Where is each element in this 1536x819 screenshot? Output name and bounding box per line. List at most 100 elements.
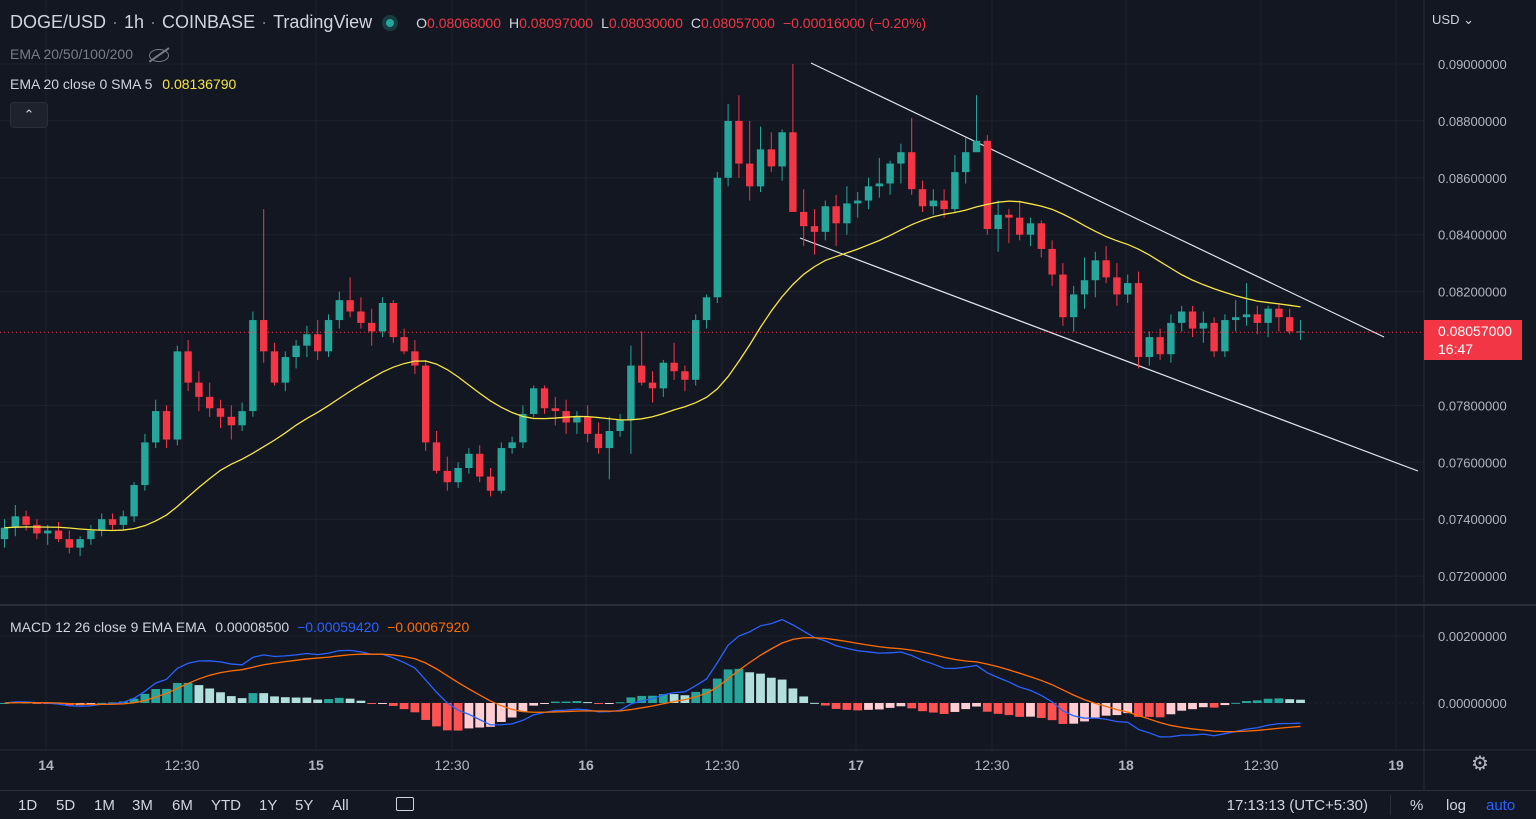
candle[interactable]: [216, 399, 225, 429]
macd-legend[interactable]: MACD 12 26 close 9 EMA EMA 0.00008500 −0…: [10, 619, 469, 635]
candle[interactable]: [530, 385, 538, 417]
range-all[interactable]: All: [332, 797, 349, 814]
chart-canvas[interactable]: 0.09000000 0.08800000 0.08600000 0.08400000…: [0, 0, 1536, 790]
range-1d[interactable]: 1D: [18, 797, 38, 814]
candle[interactable]: [875, 157, 883, 198]
candle[interactable]: [260, 209, 268, 363]
candle[interactable]: [33, 519, 41, 540]
candle[interactable]: [962, 137, 970, 184]
candle[interactable]: [843, 186, 851, 235]
candle[interactable]: [908, 118, 916, 195]
log-toggle[interactable]: log: [1446, 797, 1467, 814]
candle[interactable]: [173, 345, 181, 446]
candle[interactable]: [357, 297, 365, 329]
gear-icon[interactable]: ⚙: [1471, 753, 1489, 775]
clock-timezone[interactable]: 17:13:13 (UTC+5:30): [1226, 797, 1368, 814]
candle[interactable]: [422, 359, 430, 451]
candle[interactable]: [1178, 305, 1186, 332]
candle[interactable]: [486, 467, 495, 497]
candle[interactable]: [130, 482, 138, 523]
candle[interactable]: [476, 445, 484, 483]
candle[interactable]: [324, 314, 333, 358]
candle[interactable]: [821, 200, 829, 241]
candle[interactable]: [141, 433, 149, 491]
candle[interactable]: [972, 95, 981, 153]
range-ytd[interactable]: YTD: [211, 797, 241, 814]
candle[interactable]: [940, 189, 948, 218]
symbol-name[interactable]: DOGE/USD: [10, 12, 107, 32]
candle[interactable]: [1275, 302, 1283, 332]
candle[interactable]: [929, 189, 937, 215]
candle[interactable]: [1005, 209, 1013, 244]
candle[interactable]: [897, 143, 905, 184]
candle[interactable]: [1080, 257, 1089, 309]
candle[interactable]: [1134, 271, 1143, 369]
ema-group-legend[interactable]: EMA 20/50/100/200: [10, 46, 169, 62]
candle[interactable]: [713, 172, 721, 303]
candle[interactable]: [98, 513, 106, 537]
currency-selector[interactable]: USD ⌄: [1432, 12, 1474, 28]
collapse-legend-button[interactable]: ⌃: [10, 102, 48, 128]
candle[interactable]: [789, 64, 797, 212]
candle[interactable]: [724, 103, 732, 187]
candle[interactable]: [540, 385, 549, 414]
range-6m[interactable]: 6M: [172, 797, 193, 814]
candle[interactable]: [314, 320, 322, 360]
candle[interactable]: [1048, 240, 1056, 286]
candle[interactable]: [368, 308, 376, 346]
candle[interactable]: [443, 456, 451, 491]
range-3m[interactable]: 3M: [132, 797, 153, 814]
candle[interactable]: [119, 510, 127, 531]
candle[interactable]: [303, 325, 311, 358]
candle[interactable]: [432, 431, 441, 474]
candle[interactable]: [1253, 305, 1261, 335]
candle[interactable]: [378, 297, 387, 338]
auto-toggle[interactable]: auto: [1486, 797, 1516, 814]
candle[interactable]: [508, 436, 516, 454]
candle[interactable]: [292, 339, 300, 369]
candle[interactable]: [454, 462, 462, 488]
candle[interactable]: [65, 530, 73, 554]
candle[interactable]: [108, 513, 117, 531]
candle[interactable]: [616, 413, 624, 437]
candle[interactable]: [281, 351, 289, 392]
candle[interactable]: [11, 504, 19, 537]
upper-trendline[interactable]: [810, 62, 1385, 338]
candle[interactable]: [594, 422, 603, 454]
candle[interactable]: [605, 416, 613, 480]
candle[interactable]: [1199, 311, 1207, 343]
candle[interactable]: [346, 277, 354, 318]
range-5y[interactable]: 5Y: [295, 797, 314, 814]
candle[interactable]: [886, 160, 894, 195]
candle[interactable]: [519, 405, 527, 449]
candle[interactable]: [227, 405, 235, 440]
candle[interactable]: [681, 365, 689, 392]
candle[interactable]: [864, 177, 873, 210]
candle[interactable]: [411, 339, 419, 375]
percent-toggle[interactable]: %: [1410, 797, 1424, 814]
candle[interactable]: [573, 411, 581, 434]
candle[interactable]: [854, 192, 862, 218]
candle[interactable]: [800, 189, 808, 247]
candle[interactable]: [1124, 274, 1132, 303]
candle[interactable]: [918, 180, 927, 212]
candle[interactable]: [162, 405, 171, 449]
candle[interactable]: [1221, 314, 1229, 358]
candle[interactable]: [44, 524, 52, 545]
candle[interactable]: [735, 95, 743, 178]
candle[interactable]: [1026, 217, 1035, 247]
candle[interactable]: [1210, 317, 1218, 358]
candle[interactable]: [335, 291, 343, 329]
hidden-eye-icon[interactable]: [148, 48, 169, 62]
ema-legend[interactable]: EMA 20 close 0 SMA 5 0.08136790: [10, 76, 236, 92]
candle[interactable]: [497, 442, 505, 494]
range-1m[interactable]: 1M: [94, 797, 115, 814]
candle[interactable]: [465, 448, 473, 474]
candle[interactable]: [1232, 300, 1240, 332]
candle[interactable]: [983, 135, 991, 235]
candle[interactable]: [1016, 200, 1024, 241]
candle[interactable]: [1102, 246, 1110, 284]
candle[interactable]: [1156, 328, 1164, 360]
candle[interactable]: [810, 209, 819, 255]
candle[interactable]: [951, 155, 959, 212]
